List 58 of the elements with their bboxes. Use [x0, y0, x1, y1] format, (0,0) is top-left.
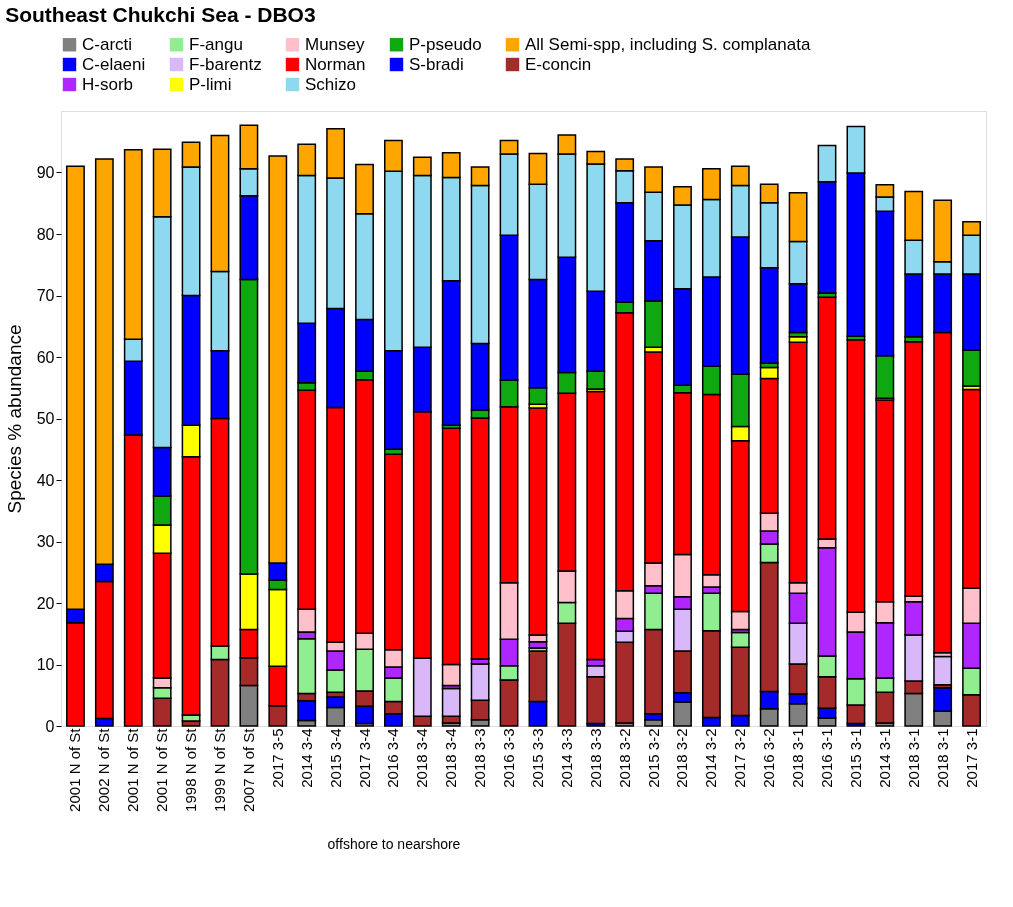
x-tick-label: 2014 3-3: [557, 728, 575, 788]
x-tick-label: 2018 3-1: [933, 728, 951, 788]
legend-label: S-bradi: [409, 54, 464, 74]
y-tick-label: 30: [36, 533, 55, 550]
y-tick-label: 80: [36, 225, 55, 243]
x-tick-label: 2001 N of St: [124, 727, 142, 812]
y-tick-label: 10: [36, 656, 55, 673]
x-tick-label: 2001 N of St: [153, 727, 171, 812]
text: offshore to nearshore: [327, 836, 461, 852]
y-tick-label: 50: [36, 410, 55, 427]
legend-label: Munsey: [305, 34, 366, 54]
chart-title: Southeast Chukchi Sea - DBO3: [5, 3, 316, 26]
y-tick-label: 70: [36, 287, 55, 304]
legend-label: Norman: [305, 54, 366, 74]
legend-label: E-concin: [525, 54, 592, 74]
x-tick-label: 2018 3-2: [673, 728, 691, 788]
x-tick-label: 2018 3-4: [442, 728, 460, 788]
x-tick-label: 2014 3-1: [875, 728, 893, 788]
y-tick-label: 20: [36, 594, 55, 612]
legend-label: F-barentz: [189, 54, 262, 74]
legend-label: Schizo: [305, 74, 357, 94]
x-tick-label: 2017 3-2: [731, 728, 749, 788]
x-tick-label: 2015 3-3: [528, 728, 546, 788]
x-tick-label: 2001 N of St: [66, 727, 84, 812]
y-tick-label: 0: [45, 717, 55, 735]
y-axis-title: Species % abundance: [3, 324, 25, 514]
x-tick-label: 2016 3-2: [760, 728, 778, 788]
x-tick-label: 2018 3-1: [789, 728, 807, 788]
x-tick-label: 2016 3-1: [818, 728, 836, 788]
x-tick-label: 1999 N of St: [210, 727, 228, 812]
legend-label: F-angu: [189, 34, 243, 54]
x-tick-label: 2018 3-3: [586, 728, 604, 788]
x-tick-label: 2018 3-4: [413, 728, 431, 788]
x-tick-label: 2015 3-4: [326, 728, 344, 788]
x-tick-label: 2016 3-4: [384, 728, 402, 788]
x-tick-label: 2002 N of St: [95, 727, 113, 812]
x-tick-label: 2015 3-2: [644, 728, 662, 788]
legend-label: C-elaeni: [82, 54, 146, 74]
x-tick-label: 2018 3-3: [471, 728, 489, 788]
legend-label: P-pseudo: [409, 34, 482, 54]
x-tick-label: 2016 3-3: [500, 728, 518, 788]
legend-label: H-sorb: [82, 74, 134, 94]
x-tick-label: 2014 3-4: [297, 728, 315, 788]
legend-label: All Semi-spp, including S. complanata: [525, 34, 811, 54]
x-tick-label: 2017 3-5: [268, 728, 286, 788]
x-tick-label: 2018 3-2: [615, 728, 633, 788]
legend-label: P-limi: [189, 74, 232, 94]
x-tick-label: 2014 3-2: [702, 728, 720, 788]
y-tick-label: 60: [36, 348, 55, 366]
x-tick-label: 2017 3-4: [355, 728, 373, 788]
legend-label: C-arcti: [82, 34, 133, 54]
x-tick-label: 2018 3-1: [904, 728, 922, 788]
x-tick-label: 1998 N of St: [182, 727, 200, 812]
x-tick-label: 2017 3-1: [962, 728, 980, 788]
x-tick-label: 2015 3-1: [846, 728, 864, 788]
x-tick-label: 2007 N of St: [239, 727, 257, 812]
y-tick-label: 90: [36, 164, 55, 181]
y-tick-label: 40: [36, 471, 55, 489]
